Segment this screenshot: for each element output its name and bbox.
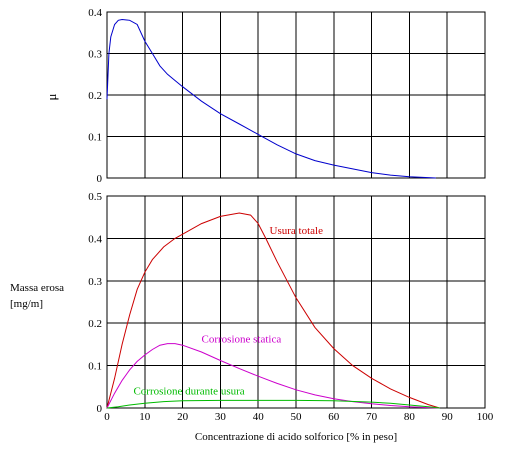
lower-y-axis-label-line-1: Massa erosa: [10, 282, 64, 294]
upper-y-tick-label: 0.4: [88, 7, 102, 19]
lower-series-label-2: Corrosione statica: [202, 333, 282, 345]
upper-y-tick-label: 0.2: [88, 90, 102, 102]
lower-x-tick-label: 100: [477, 411, 494, 423]
lower-x-tick-label: 50: [291, 411, 303, 423]
upper-y-tick-label: 0: [97, 173, 103, 185]
upper-panel-friction-coefficient: 0 0.1 0.2 0.3 0.4 μ: [44, 7, 486, 185]
lower-x-tick-label: 30: [215, 411, 227, 423]
lower-x-tick-label: 60: [328, 411, 340, 423]
lower-series-line-2: [106, 343, 440, 409]
lower-x-tick-label: 90: [442, 411, 454, 423]
lower-x-tick-label: 20: [177, 411, 189, 423]
upper-y-tick-label: 0.1: [88, 132, 102, 144]
lower-series-line-3: [106, 399, 440, 409]
upper-series-line-1: [106, 18, 436, 179]
lower-x-tick-label: 0: [104, 411, 110, 423]
lower-y-axis-label-line-2: [mg/m]: [10, 298, 43, 310]
lower-x-tick-label: 80: [404, 411, 416, 423]
lower-x-tick-label: 70: [366, 411, 378, 423]
lower-series-label-3: Corrosione durante usura: [133, 385, 244, 397]
lower-y-tick-label: 0.3: [88, 276, 102, 288]
lower-y-tick-label: 0.2: [88, 318, 102, 330]
lower-series-line-1: [106, 212, 440, 409]
lower-y-tick-label: 0.4: [88, 233, 102, 245]
lower-series-label-1: Usura totale: [270, 225, 324, 237]
lower-x-tick-label: 40: [253, 411, 265, 423]
lower-y-tick-label: 0.1: [88, 361, 102, 373]
lower-y-tick-label: 0.5: [88, 191, 102, 203]
lower-y-tick-label: 0: [97, 403, 103, 415]
upper-y-axis-label: μ: [44, 93, 59, 100]
lower-x-tick-label: 10: [139, 411, 151, 423]
lower-plot-frame: [106, 195, 486, 409]
upper-y-tick-label: 0.3: [88, 49, 102, 61]
lower-panel-eroded-mass: 0 0.1 0.2 0.3 0.4 0.5 0 10 20 30 40 50 60 70 80 90 100 Us…: [10, 191, 494, 443]
x-axis-label: Concentrazione di acido solforico [% in …: [195, 431, 397, 443]
